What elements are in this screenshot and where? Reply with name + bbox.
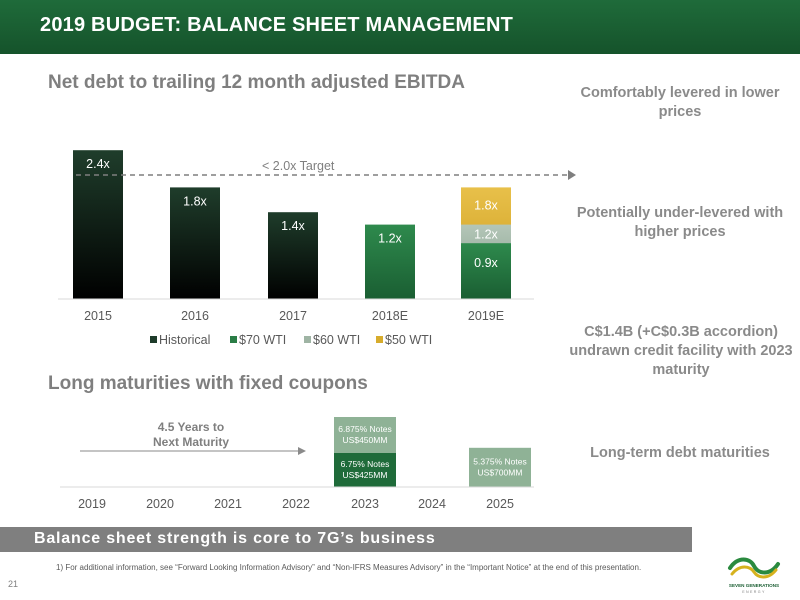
- note-credit-facility: C$1.4B (+C$0.3B accordion) undrawn credi…: [569, 324, 793, 378]
- note-lower-prices: Comfortably levered in lower prices: [580, 85, 780, 120]
- maturity-bar-2025-1: [469, 447, 531, 487]
- maturity-arrowhead: [298, 447, 306, 455]
- bar-label-2019e-50-wti: 1.8x: [474, 198, 498, 212]
- target-arrowhead: [568, 170, 576, 180]
- note-debt-maturities: Long-term debt maturities: [590, 445, 770, 461]
- maturity-x-tick-2021: 2021: [214, 497, 242, 511]
- banner: Balance sheet strength is core to 7G’s b…: [0, 527, 692, 552]
- bar-2018e-70-wti: [365, 224, 415, 299]
- footnote: 1) For additional information, see “Forw…: [56, 563, 642, 572]
- maturity-x-tick-2025: 2025: [486, 497, 514, 511]
- maturity-annotation-line2: Next Maturity: [153, 435, 229, 449]
- legend-label-50-wti: $50 WTI: [385, 333, 432, 347]
- maturity-bar-2023-2: [334, 417, 396, 453]
- maturity-x-tick-2022: 2022: [282, 497, 310, 511]
- maturity-label-2023-2-line1: 6.875% Notes: [338, 424, 391, 434]
- target-label: < 2.0x Target: [262, 159, 335, 173]
- legend-label-60-wti: $60 WTI: [313, 333, 360, 347]
- page-number: 21: [8, 579, 19, 589]
- bar-label-2018e: 1.2x: [378, 232, 402, 246]
- maturity-label-2025-1-line1: 5.375% Notes: [473, 456, 526, 466]
- maturity-annotation-line1: 4.5 Years to: [158, 420, 225, 434]
- x-tick-2018e: 2018E: [372, 309, 408, 323]
- header-bar: 2019 BUDGET: BALANCE SHEET MANAGEMENT: [0, 0, 800, 54]
- bar-label-2016: 1.8x: [183, 194, 207, 208]
- bar-2017-historical: [268, 212, 318, 299]
- x-tick-2015: 2015: [84, 309, 112, 323]
- maturity-bar-2023-1: [334, 453, 396, 487]
- x-tick-2017: 2017: [279, 309, 307, 323]
- maturity-label-2023-1-line2: US$425MM: [343, 470, 388, 480]
- chart2-title: Long maturities with fixed coupons: [48, 373, 368, 394]
- legend-swatch-historical: [150, 336, 157, 343]
- chart1-title: Net debt to trailing 12 month adjusted E…: [48, 72, 465, 93]
- legend-label-historical: Historical: [159, 333, 210, 347]
- banner-text: Balance sheet strength is core to 7G’s b…: [34, 530, 436, 547]
- bar-label-2015: 2.4x: [86, 157, 110, 171]
- x-tick-2019e: 2019E: [468, 309, 504, 323]
- bar-2019e-70-wti: [461, 243, 511, 299]
- page-title: 2019 BUDGET: BALANCE SHEET MANAGEMENT: [40, 14, 514, 36]
- x-tick-2016: 2016: [181, 309, 209, 323]
- bar-label-2019e-60-wti: 1.2x: [474, 228, 498, 242]
- legend-swatch-60-wti: [304, 336, 311, 343]
- bar-2016-historical: [170, 187, 220, 299]
- legend-label-70-wti: $70 WTI: [239, 333, 286, 347]
- legend-swatch-50-wti: [376, 336, 383, 343]
- bar-label-2017: 1.4x: [281, 219, 305, 233]
- bar-label-2019e-70-wti: 0.9x: [474, 256, 498, 270]
- legend-swatch-70-wti: [230, 336, 237, 343]
- maturity-x-tick-2020: 2020: [146, 497, 174, 511]
- note-higher-prices: Potentially under-levered with higher pr…: [576, 205, 784, 240]
- logo-text-line1: SEVEN GENERATIONS: [729, 583, 779, 588]
- maturity-label-2023-2-line2: US$450MM: [343, 435, 388, 445]
- maturity-label-2025-1-line2: US$700MM: [478, 467, 523, 477]
- leverage-chart: 2.4x 1.8x 1.4x 1.2x 1.8x 1.2x 0.9x < 2.0x Targ…: [58, 150, 576, 347]
- company-logo: SEVEN GENERATIONS ENERGY: [728, 557, 780, 594]
- maturity-x-tick-2023: 2023: [351, 497, 379, 511]
- maturity-x-tick-2019: 2019: [78, 497, 106, 511]
- maturity-x-tick-2024: 2024: [418, 497, 446, 511]
- logo-text-line2: ENERGY: [742, 590, 766, 594]
- maturity-label-2023-1-line1: 6.75% Notes: [341, 459, 390, 469]
